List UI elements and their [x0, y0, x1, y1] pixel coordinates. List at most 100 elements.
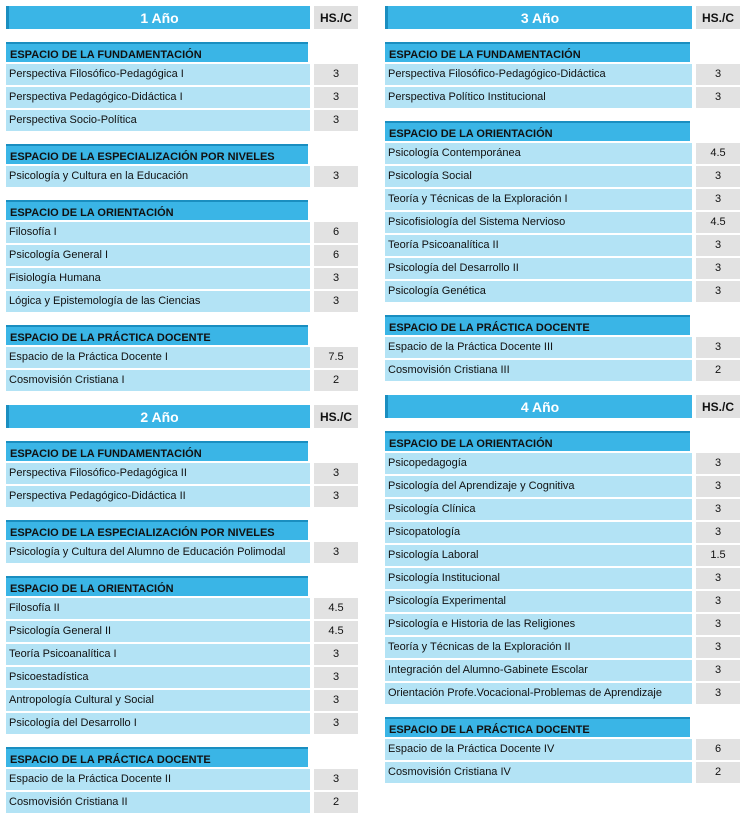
subject-hours: 4.5 [696, 212, 740, 233]
subject-hours: 3 [314, 87, 358, 108]
subject-hours: 3 [696, 522, 740, 543]
subject-row: Perspectiva Filosófico-Pedagógica II 3 [6, 463, 358, 484]
subject-hours: 2 [314, 370, 358, 391]
subject-name: Cosmovisión Cristiana IV [385, 762, 692, 783]
subject-row: Antropología Cultural y Social 3 [6, 690, 358, 711]
subject-hours: 3 [696, 683, 740, 704]
subject-row: Cosmovisión Cristiana IV 2 [385, 762, 740, 783]
subject-hours: 3 [314, 291, 358, 312]
subject-name: Psicología General I [6, 245, 310, 266]
subject-name: Cosmovisión Cristiana II [6, 792, 310, 813]
curriculum-section: ESPACIO DE LA FUNDAMENTACIÓN Perspectiva … [6, 42, 358, 131]
section-title: ESPACIO DE LA PRÁCTICA DOCENTE [385, 717, 690, 737]
curriculum-section: ESPACIO DE LA ESPECIALIZACIÓN POR NIVELE… [6, 520, 358, 563]
subject-row: Psicopedagogía 3 [385, 453, 740, 474]
subject-hours: 3 [314, 64, 358, 85]
year-block: 3 Año HS./C ESPACIO DE LA FUNDAMENTACIÓN Pe… [385, 6, 740, 381]
subject-hours: 3 [314, 110, 358, 131]
subject-name: Integración del Alumno-Gabinete Escolar [385, 660, 692, 681]
subject-hours: 1.5 [696, 545, 740, 566]
subject-name: Orientación Profe.Vocacional-Problemas d… [385, 683, 692, 704]
subject-hours: 3 [314, 463, 358, 484]
subject-name: Psicología y Cultura del Alumno de Educa… [6, 542, 310, 563]
subject-row: Orientación Profe.Vocacional-Problemas d… [385, 683, 740, 704]
subject-hours: 3 [314, 713, 358, 734]
subject-hours: 3 [696, 281, 740, 302]
subject-hours: 3 [696, 166, 740, 187]
year-title: 2 Año [6, 405, 310, 428]
subject-row: Psicología General II 4.5 [6, 621, 358, 642]
section-title: ESPACIO DE LA ESPECIALIZACIÓN POR NIVELE… [6, 144, 308, 164]
subject-row: Psicología Genética 3 [385, 281, 740, 302]
subject-hours: 3 [696, 258, 740, 279]
subject-name: Espacio de la Práctica Docente II [6, 769, 310, 790]
subject-row: Psicología Experimental 3 [385, 591, 740, 612]
subject-row: Psicología del Desarrollo II 3 [385, 258, 740, 279]
subject-name: Espacio de la Práctica Docente III [385, 337, 692, 358]
curriculum-section: ESPACIO DE LA ORIENTACIÓN Psicología Cont… [385, 121, 740, 302]
right-column: 3 Año HS./C ESPACIO DE LA FUNDAMENTACIÓN Pe… [385, 0, 740, 783]
curriculum-section: ESPACIO DE LA FUNDAMENTACIÓN Perspectiva … [385, 42, 740, 108]
curriculum-section: ESPACIO DE LA PRÁCTICA DOCENTE Espacio de… [385, 717, 740, 783]
subject-row: Psicoestadística 3 [6, 667, 358, 688]
subject-hours: 6 [314, 222, 358, 243]
subject-hours: 3 [314, 769, 358, 790]
subject-row: Psicología Clínica 3 [385, 499, 740, 520]
subject-row: Psicofisiología del Sistema Nervioso 4.5 [385, 212, 740, 233]
subject-name: Psicología del Aprendizaje y Cognitiva [385, 476, 692, 497]
subject-hours: 3 [696, 64, 740, 85]
subject-row: Espacio de la Práctica Docente IV 6 [385, 739, 740, 760]
year-title: 3 Año [385, 6, 692, 29]
subject-name: Filosofía I [6, 222, 310, 243]
subject-name: Psicoestadística [6, 667, 310, 688]
subject-name: Psicología Clínica [385, 499, 692, 520]
subject-name: Teoría y Técnicas de la Exploración II [385, 637, 692, 658]
subject-hours: 3 [696, 568, 740, 589]
subject-name: Psicología del Desarrollo I [6, 713, 310, 734]
subject-row: Teoría y Técnicas de la Exploración II 3 [385, 637, 740, 658]
subject-hours: 3 [314, 644, 358, 665]
subject-row: Psicología y Cultura del Alumno de Educa… [6, 542, 358, 563]
year-header: 4 Año HS./C [385, 395, 740, 418]
subject-row: Perspectiva Pedagógico-Didáctica II 3 [6, 486, 358, 507]
section-title: ESPACIO DE LA ESPECIALIZACIÓN POR NIVELE… [6, 520, 308, 540]
year-header: 2 Año HS./C [6, 405, 358, 428]
subject-hours: 3 [696, 591, 740, 612]
subject-name: Teoría Psicoanalítica II [385, 235, 692, 256]
subject-name: Perspectiva Filosófico-Pedagógica I [6, 64, 310, 85]
section-title: ESPACIO DE LA ORIENTACIÓN [385, 431, 690, 451]
subject-hours: 3 [314, 268, 358, 289]
subject-row: Espacio de la Práctica Docente II 3 [6, 769, 358, 790]
subject-name: Psicología Genética [385, 281, 692, 302]
section-title: ESPACIO DE LA FUNDAMENTACIÓN [6, 441, 308, 461]
subject-name: Cosmovisión Cristiana I [6, 370, 310, 391]
subject-row: Cosmovisión Cristiana II 2 [6, 792, 358, 813]
subject-name: Antropología Cultural y Social [6, 690, 310, 711]
subject-hours: 3 [696, 235, 740, 256]
curriculum-section: ESPACIO DE LA PRÁCTICA DOCENTE Espacio de… [6, 747, 358, 813]
subject-hours: 3 [314, 667, 358, 688]
section-title: ESPACIO DE LA ORIENTACIÓN [385, 121, 690, 141]
subject-hours: 3 [314, 166, 358, 187]
curriculum-section: ESPACIO DE LA PRÁCTICA DOCENTE Espacio de… [6, 325, 358, 391]
subject-hours: 3 [696, 87, 740, 108]
curriculum-section: ESPACIO DE LA PRÁCTICA DOCENTE Espacio de… [385, 315, 740, 381]
subject-name: Perspectiva Filosófico-Pedagógica II [6, 463, 310, 484]
subject-row: Psicología Contemporánea 4.5 [385, 143, 740, 164]
subject-name: Psicología Social [385, 166, 692, 187]
subject-name: Psicología Contemporánea [385, 143, 692, 164]
subject-name: Teoría y Técnicas de la Exploración I [385, 189, 692, 210]
subject-name: Teoría Psicoanalítica I [6, 644, 310, 665]
subject-row: Integración del Alumno-Gabinete Escolar 3 [385, 660, 740, 681]
subject-name: Filosofía II [6, 598, 310, 619]
left-column: 1 Año HS./C ESPACIO DE LA FUNDAMENTACIÓN Pe… [6, 0, 358, 813]
subject-row: Psicología Social 3 [385, 166, 740, 187]
subject-row: Psicología y Cultura en la Educación 3 [6, 166, 358, 187]
subject-row: Teoría Psicoanalítica II 3 [385, 235, 740, 256]
hours-column-header: HS./C [314, 405, 358, 428]
